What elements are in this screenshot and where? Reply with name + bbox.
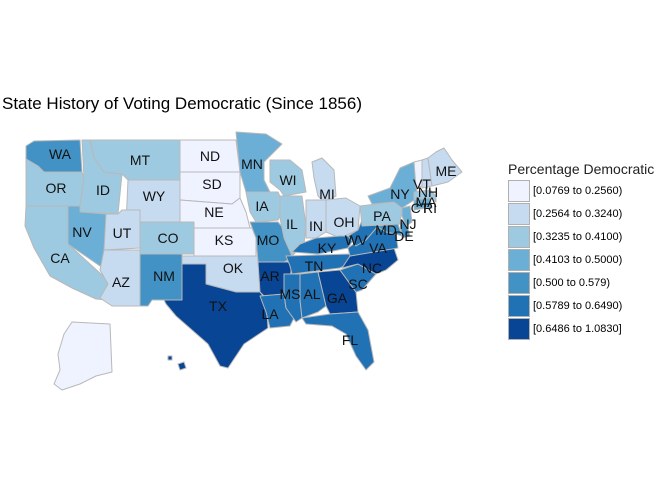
state-label-co: CO [158, 230, 179, 246]
state-label-sd: SD [202, 176, 221, 192]
state-label-wy: WY [143, 188, 166, 204]
state-me [427, 147, 463, 187]
state-in [305, 199, 327, 239]
state-label-id: ID [96, 182, 110, 198]
state-ak [53, 321, 113, 391]
state-ia [245, 191, 285, 223]
legend-label: [0.500 to 0.579) [533, 276, 611, 289]
state-label-mo: MO [257, 232, 280, 248]
state-label-de: DE [394, 228, 413, 244]
state-label-al: AL [303, 286, 320, 302]
state-nc [341, 247, 399, 275]
legend-swatch [508, 294, 530, 317]
state-label-me: ME [436, 163, 457, 179]
state-label-mt: MT [130, 152, 151, 168]
state-label-nm: NM [153, 268, 175, 284]
legend-item: [0.6486 to 1.0830] [508, 317, 654, 340]
state-ma [413, 189, 437, 203]
state-label-ri: RI [423, 200, 437, 216]
state-label-va: VA [369, 240, 387, 256]
state-label-ia: IA [255, 198, 269, 214]
state-label-il: IL [286, 216, 298, 232]
state-label-fl: FL [342, 332, 359, 348]
legend-title: Percentage Democratic [508, 161, 655, 177]
state-label-nj: NJ [399, 216, 416, 232]
state-label-ca: CA [50, 250, 70, 266]
legend-label: [0.4103 to 0.5000) [533, 253, 623, 266]
chart-title: State History of Voting Democratic (Sinc… [2, 94, 362, 113]
legend-item: [0.500 to 0.579) [508, 271, 654, 294]
legend-label: [0.2564 to 0.3240) [533, 207, 623, 220]
legend-label: [0.6486 to 1.0830] [533, 322, 622, 335]
state-label-pa: PA [373, 208, 391, 224]
state-label-ct: CT [411, 200, 430, 216]
state-label-ar: AR [260, 268, 279, 284]
state-md [375, 223, 403, 237]
state-nj [401, 205, 413, 227]
legend-item: [0.4103 to 0.5000) [508, 248, 654, 271]
legend-swatch [508, 271, 530, 294]
state-label-ok: OK [223, 260, 244, 276]
state-label-nd: ND [200, 148, 220, 164]
state-label-tn: TN [305, 258, 324, 274]
state-label-nh: NH [418, 184, 438, 200]
state-wi [269, 159, 307, 197]
state-tx [163, 263, 269, 369]
legend-swatch [508, 179, 530, 202]
state-label-nc: NC [362, 260, 382, 276]
legend-swatch [508, 202, 530, 225]
state-label-ny: NY [390, 186, 410, 202]
state-ks [193, 227, 257, 257]
state-label-oh: OH [334, 214, 355, 230]
state-label-wa: WA [49, 146, 72, 162]
legend-label: [0.3235 to 0.4100) [533, 230, 623, 243]
legend-item: [0.3235 to 0.4100) [508, 225, 654, 248]
legend: Percentage Democratic [0.0769 to 0.2560)… [508, 161, 654, 340]
legend-label: [0.5789 to 0.6490) [533, 299, 623, 312]
legend-item: [0.0769 to 0.2560) [508, 179, 654, 202]
legend-swatch [508, 225, 530, 248]
legend-label: [0.0769 to 0.2560) [533, 184, 623, 197]
state-label-az: AZ [112, 274, 130, 290]
state-fl [301, 311, 375, 371]
legend-item: [0.2564 to 0.3240) [508, 202, 654, 225]
state-mn [235, 131, 283, 193]
state-mi [311, 157, 337, 203]
state-label-ut: UT [113, 225, 132, 241]
state-label-md: MD [375, 222, 397, 238]
state-label-mi: MI [319, 186, 335, 202]
state-label-ks: KS [215, 232, 234, 248]
state-label-ma: MA [416, 194, 438, 210]
legend-swatch [508, 248, 530, 271]
state-label-in: IN [309, 218, 323, 234]
state-label-or: OR [46, 180, 67, 196]
state-label-nv: NV [72, 224, 92, 240]
legend-swatch [508, 317, 530, 340]
state-label-wi: WI [279, 172, 296, 188]
state-label-ne: NE [204, 204, 223, 220]
state-nm [139, 253, 183, 307]
state-label-vt: VT [413, 176, 431, 192]
state-label-la: LA [261, 306, 279, 322]
legend-item: [0.5789 to 0.6490) [508, 294, 654, 317]
state-label-mn: MN [241, 156, 263, 172]
state-label-wv: WV [345, 232, 368, 248]
state-hi [167, 355, 187, 371]
state-label-ky: KY [318, 240, 337, 256]
state-label-tx: TX [209, 298, 228, 314]
state-label-ga: GA [327, 290, 348, 306]
state-label-sc: SC [348, 276, 367, 292]
state-label-ms: MS [280, 286, 301, 302]
